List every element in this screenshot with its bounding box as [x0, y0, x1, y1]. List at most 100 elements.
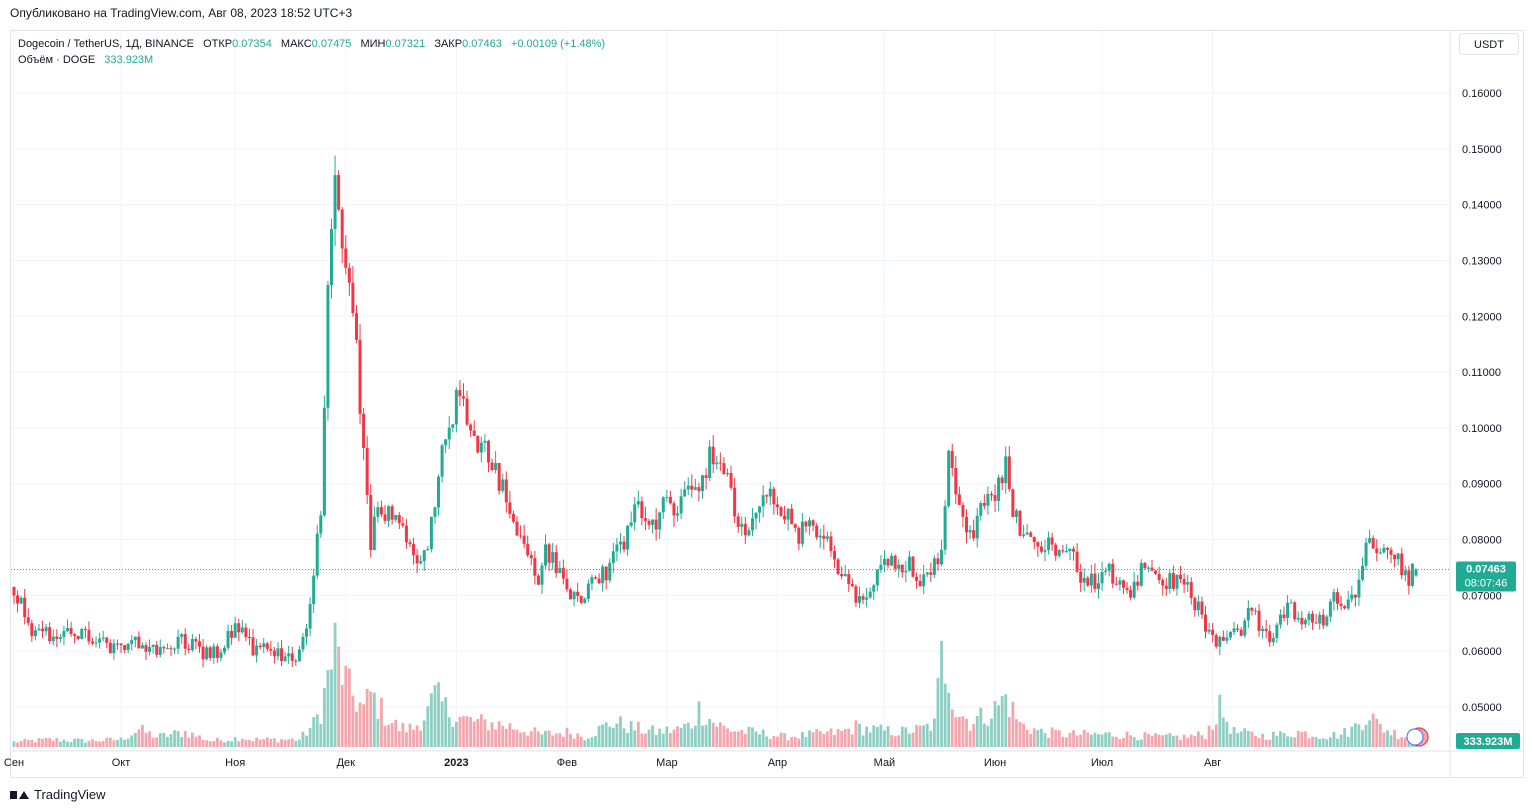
candle-body — [850, 584, 854, 587]
volume-bar — [512, 729, 515, 747]
volume-bar — [262, 739, 266, 747]
candle-body — [48, 627, 52, 642]
volume-bar — [658, 728, 662, 747]
candle-body — [83, 628, 87, 630]
volume-bar — [1254, 735, 1257, 747]
volume-bar — [1043, 733, 1047, 747]
candle-body — [536, 575, 540, 585]
candle-body — [123, 645, 127, 651]
candle-body — [404, 525, 408, 543]
candle-body — [1321, 614, 1325, 626]
volume-bar — [640, 733, 644, 747]
volume-bar — [776, 736, 779, 747]
candle-body — [461, 396, 465, 399]
candle-body — [415, 555, 419, 564]
candle-body — [1336, 592, 1340, 604]
candle-body — [1257, 610, 1261, 632]
volume-bar — [626, 732, 629, 747]
candle-body — [986, 493, 990, 506]
volume-bar — [141, 724, 144, 747]
volume-bar — [1257, 737, 1261, 747]
open-label: ОТКР — [203, 38, 233, 50]
volume-bar — [1264, 739, 1268, 747]
candle-body — [857, 596, 861, 603]
candle-body — [1264, 628, 1268, 632]
candle-body — [476, 435, 480, 453]
candle-body — [508, 502, 512, 514]
candle-body — [579, 595, 583, 603]
volume-bar — [661, 733, 665, 747]
candle-body — [804, 521, 808, 527]
low-label: МИН — [360, 38, 386, 50]
volume-bar — [230, 741, 234, 747]
volume-bar — [890, 735, 893, 747]
volume-bar — [1200, 735, 1204, 747]
volume-bar — [1282, 732, 1286, 747]
volume-bar — [1122, 738, 1125, 747]
symbol-title[interactable]: Dogecoin / TetherUS, 1Д, BINANCE — [18, 38, 194, 50]
volume-bar — [469, 717, 473, 747]
volume-bar — [387, 724, 390, 747]
volume-bar — [783, 733, 786, 747]
volume-bar — [854, 720, 858, 747]
volume-bar — [44, 737, 48, 747]
volume-bar — [704, 725, 708, 747]
volume-bar — [551, 735, 555, 747]
candle-body — [758, 506, 762, 513]
volume-label[interactable]: Объём · DOGE — [18, 54, 96, 66]
candle-body — [362, 413, 366, 448]
volume-bar — [165, 736, 169, 747]
candle-body — [651, 519, 655, 525]
volume-bar — [223, 742, 226, 747]
volume-bar — [679, 727, 683, 747]
candle-body — [308, 604, 312, 629]
volume-bar — [151, 738, 155, 747]
candle-body — [58, 637, 62, 639]
candle-body — [1296, 617, 1300, 620]
volume-bar — [1321, 738, 1325, 747]
currency-button[interactable]: USDT — [1459, 33, 1519, 55]
candle-body — [387, 506, 391, 521]
candle-body — [822, 535, 826, 539]
volume-bar — [726, 728, 729, 747]
volume-bar — [198, 735, 201, 747]
candle-body — [330, 229, 334, 285]
volume-bar — [1061, 736, 1065, 747]
volume-bar — [804, 737, 808, 747]
candle-body — [1079, 571, 1083, 583]
candle-body — [968, 530, 972, 533]
volume-bar — [715, 726, 719, 747]
candle-body — [686, 485, 690, 490]
candle-body — [419, 561, 423, 564]
candle-body — [169, 648, 173, 650]
volume-bar — [390, 722, 394, 747]
volume-bar — [1079, 734, 1083, 747]
volume-bar — [1229, 733, 1232, 747]
candle-body — [115, 643, 119, 645]
chart-frame[interactable] — [10, 30, 1524, 778]
volume-bar — [765, 736, 769, 747]
candle-body — [1050, 537, 1054, 545]
volume-bar — [315, 714, 319, 747]
candle-body — [258, 645, 262, 648]
candle-body — [187, 648, 191, 651]
candle-body — [486, 440, 490, 463]
candle-body — [272, 650, 276, 657]
candle-body — [1353, 594, 1357, 598]
volume-bar — [904, 727, 908, 747]
volume-bar — [786, 740, 790, 747]
candle-body — [683, 489, 687, 497]
footer-brand[interactable]: TradingView — [10, 787, 106, 802]
volume-bar — [1275, 735, 1279, 747]
volume-bar — [55, 738, 59, 747]
candle-body — [1100, 571, 1104, 584]
volume-bar — [872, 725, 876, 747]
candle-body — [158, 647, 162, 655]
candle-body — [725, 473, 729, 475]
candle-body — [397, 515, 401, 524]
volume-bar — [1318, 739, 1322, 747]
candle-body — [593, 577, 597, 579]
volume-bar — [875, 727, 879, 747]
volume-bar — [1378, 723, 1382, 747]
